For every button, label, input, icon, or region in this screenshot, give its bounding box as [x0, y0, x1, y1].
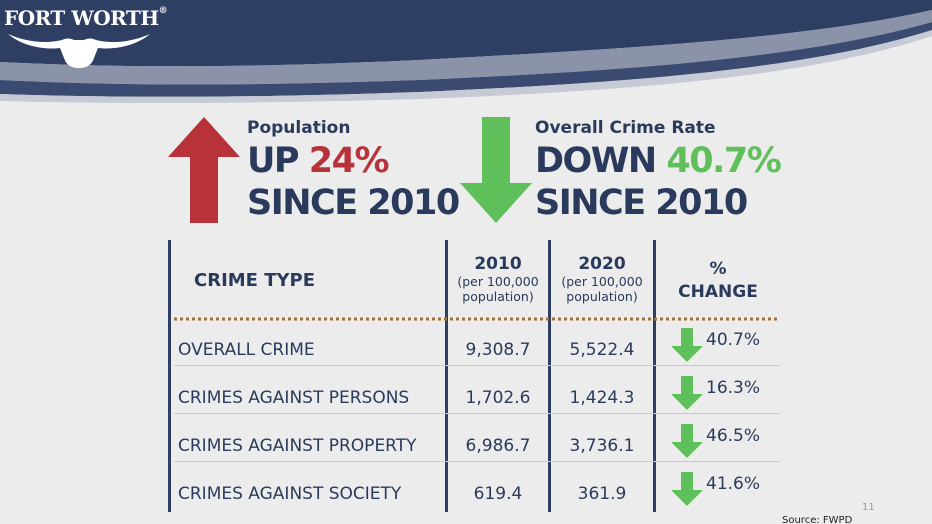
row-value-2010: 6,986.7 — [465, 436, 531, 456]
table-divider — [653, 240, 656, 512]
row-change-value: 41.6% — [706, 474, 761, 494]
crime-table: CRIME TYPE 2010 (per 100,000 population)… — [168, 240, 780, 512]
row-value-2020: 3,736.1 — [569, 436, 635, 456]
header-2010: 2010 (per 100,000 population) — [448, 254, 548, 304]
population-percent: 24% — [308, 141, 390, 181]
source-note: Source: FWPD — [782, 515, 853, 524]
row-change: 46.5% — [671, 424, 781, 460]
row-value-2010: 9,308.7 — [465, 340, 531, 360]
down-arrow-icon — [460, 117, 532, 223]
header-change: % CHANGE — [656, 258, 780, 304]
crime-rate-direction: DOWN — [535, 141, 657, 181]
page-number: 11 — [862, 502, 875, 513]
population-label: Population — [247, 118, 351, 138]
down-arrow-icon — [671, 328, 703, 362]
header-dotted-divider — [174, 317, 780, 321]
row-value-2020: 361.9 — [577, 484, 627, 504]
row-value-2020: 1,424.3 — [569, 388, 635, 408]
header-change-label: CHANGE — [678, 282, 758, 302]
row-separator — [174, 413, 780, 414]
logo-registered-mark: ® — [158, 6, 168, 16]
longhorn-icon — [8, 34, 150, 68]
row-change-value: 16.3% — [706, 378, 761, 398]
header-banner — [0, 0, 932, 104]
logo-text: FORT WORTH — [4, 6, 159, 30]
crime-rate-since: SINCE 2010 — [535, 183, 748, 223]
row-change-value: 40.7% — [706, 330, 761, 350]
population-headline: Population UP 24% SINCE 2010 — [247, 118, 460, 224]
table-divider — [168, 240, 171, 512]
row-value-2020: 5,522.4 — [569, 340, 635, 360]
header-crime-type: CRIME TYPE — [194, 270, 316, 291]
row-separator — [174, 365, 780, 366]
header-2020-sub1: (per 100,000 — [561, 274, 643, 289]
crime-rate-percent: 40.7% — [666, 141, 781, 181]
crime-rate-label: Overall Crime Rate — [535, 118, 716, 138]
row-crime-type: CRIMES AGAINST SOCIETY — [178, 484, 402, 504]
row-change: 16.3% — [671, 376, 781, 412]
down-arrow-icon — [671, 424, 703, 458]
table-divider — [548, 240, 551, 512]
header-2010-year: 2010 — [474, 254, 522, 274]
down-arrow-icon — [671, 376, 703, 410]
table-divider — [445, 240, 448, 512]
header-2020-year: 2020 — [578, 254, 626, 274]
header-2010-sub1: (per 100,000 — [457, 274, 539, 289]
header-2020: 2020 (per 100,000 population) — [551, 254, 653, 304]
down-arrow-icon — [671, 472, 703, 506]
fort-worth-logo: FORT WORTH® — [2, 2, 168, 68]
row-change: 40.7% — [671, 328, 781, 364]
row-change-value: 46.5% — [706, 426, 761, 446]
header-2010-sub2: population) — [462, 289, 534, 304]
row-value-2010: 1,702.6 — [465, 388, 531, 408]
population-direction: UP — [247, 141, 300, 181]
row-separator — [174, 461, 780, 462]
population-since: SINCE 2010 — [247, 183, 460, 223]
row-change: 41.6% — [671, 472, 781, 508]
up-arrow-icon — [168, 117, 240, 223]
row-crime-type: CRIMES AGAINST PROPERTY — [178, 436, 417, 456]
row-value-2010: 619.4 — [473, 484, 523, 504]
header-2020-sub2: population) — [566, 289, 638, 304]
row-crime-type: CRIMES AGAINST PERSONS — [178, 388, 410, 408]
crime-rate-headline: Overall Crime Rate DOWN 40.7% SINCE 2010 — [535, 118, 782, 224]
header-change-percent: % — [709, 259, 727, 279]
row-crime-type: OVERALL CRIME — [178, 340, 315, 360]
